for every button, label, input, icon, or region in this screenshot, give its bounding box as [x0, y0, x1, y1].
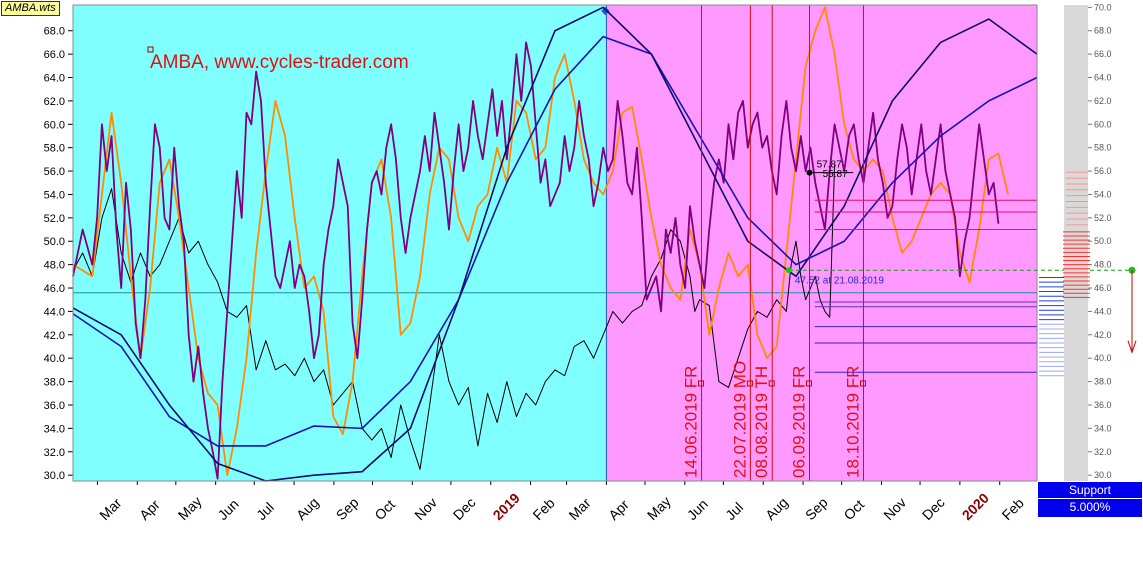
- y-tick-label: 68.0: [44, 26, 65, 38]
- marker-label-1: 57.87: [817, 160, 842, 171]
- history-region: [73, 5, 607, 481]
- x-tick-label: 2019: [490, 490, 523, 523]
- y-tick-label: 44.0: [44, 306, 65, 318]
- y-tick-label: 56.0: [44, 166, 65, 178]
- right-tick-label: 32.0: [1094, 447, 1112, 457]
- x-tick-label: Sep: [802, 494, 831, 523]
- x-tick-label: Aug: [293, 494, 322, 523]
- y-tick-label: 60.0: [44, 119, 65, 131]
- y-tick-label: 38.0: [44, 377, 65, 389]
- marker-label-2: 55.87: [823, 169, 848, 180]
- x-tick-label: Nov: [411, 494, 440, 523]
- right-tick-label: 56.0: [1094, 166, 1112, 176]
- right-tick-label: 52.0: [1094, 213, 1112, 223]
- y-tick-label: 30.0: [44, 470, 65, 482]
- right-tick-label: 58.0: [1094, 143, 1112, 153]
- cycle-date-label: 06.09.2019 FR: [789, 366, 808, 478]
- cycle-marker: [768, 380, 775, 387]
- series-line-3: [72, 35, 1038, 447]
- right-tick-label: 42.0: [1094, 330, 1112, 340]
- y-tick-label: 58.0: [44, 143, 65, 155]
- y-tick-label: 54.0: [44, 189, 65, 201]
- cycle-date-label: 22.07.2019 MO: [730, 361, 749, 478]
- x-tick-label: 2020: [959, 490, 992, 523]
- signal-dot: [785, 267, 792, 274]
- right-tick-label: 68.0: [1094, 26, 1112, 36]
- series-line-0: [72, 165, 836, 470]
- price-annotation: 47.52 at 21.08.2019: [795, 275, 884, 286]
- right-tick-label: 30.0: [1094, 470, 1112, 480]
- cycle-marker: [698, 380, 705, 387]
- title-marker: [147, 46, 154, 53]
- right-tick-label: 66.0: [1094, 49, 1112, 59]
- x-tick-label: Jul: [253, 499, 277, 523]
- series-line-1: [72, 6, 1009, 477]
- y-tick-label: 50.0: [44, 236, 65, 248]
- signal-arrowhead: [1127, 340, 1137, 354]
- right-tick-label: 60.0: [1094, 119, 1112, 129]
- x-tick-label: Apr: [136, 496, 163, 523]
- y-tick-label: 66.0: [44, 49, 65, 61]
- right-tick-label: 62.0: [1094, 96, 1112, 106]
- x-tick-label: Mar: [565, 495, 594, 524]
- y-tick-label: 40.0: [44, 353, 65, 365]
- x-tick-label: May: [644, 493, 674, 523]
- y-tick-label: 36.0: [44, 400, 65, 412]
- right-tick-label: 64.0: [1094, 73, 1112, 83]
- right-scale-bar: [1064, 5, 1088, 481]
- x-tick-label: Jul: [722, 499, 746, 523]
- right-tick-label: 34.0: [1094, 423, 1112, 433]
- cycle-date-label: 08.08.2019 TH: [752, 366, 771, 478]
- y-tick-label: 46.0: [44, 283, 65, 295]
- x-tick-label: May: [175, 493, 205, 523]
- right-tick-label: 36.0: [1094, 400, 1112, 410]
- right-tick-label: 46.0: [1094, 283, 1112, 293]
- series-line-4: [72, 6, 1038, 482]
- x-tick-label: Apr: [605, 496, 632, 523]
- support-panel[interactable]: Support 5.000%: [1038, 482, 1142, 517]
- x-tick-label: Mar: [96, 495, 125, 524]
- forecast-region: [606, 5, 1037, 481]
- x-tick-label: Aug: [762, 494, 791, 523]
- support-value: 5.000%: [1038, 498, 1142, 515]
- right-tick-label: 48.0: [1094, 260, 1112, 270]
- x-tick-label: Feb: [999, 495, 1028, 524]
- x-tick-label: Dec: [450, 494, 479, 523]
- right-tick-label: 70.0: [1094, 2, 1112, 12]
- x-tick-label: Jun: [684, 496, 711, 523]
- chart-annotations: 14.06.2019 FR 22.07.2019 MO 08.08.2019 TH 0…: [147, 5, 1137, 481]
- cycle-marker: [805, 380, 812, 387]
- right-tick-label: 50.0: [1094, 236, 1112, 246]
- y-tick-label: 52.0: [44, 213, 65, 225]
- chart-title: AMBA, www.cycles-trader.com: [150, 52, 409, 73]
- right-tick-label: 40.0: [1094, 353, 1112, 363]
- x-tick-label: Nov: [880, 494, 909, 523]
- support-label: Support: [1068, 483, 1112, 497]
- cycle-marker: [859, 380, 866, 387]
- cycle-date-label: 14.06.2019 FR: [682, 366, 701, 478]
- y-tick-label: 48.0: [44, 260, 65, 272]
- y-tick-label: 32.0: [44, 447, 65, 459]
- x-tick-label: Sep: [333, 494, 362, 523]
- cycle-date-label: 18.10.2019 FR: [843, 366, 862, 478]
- series-line-2: [72, 41, 1000, 480]
- cycle-marker: [746, 380, 753, 387]
- x-tick-label: Feb: [529, 495, 558, 524]
- y-tick-label: 34.0: [44, 423, 65, 435]
- y-tick-label: 62.0: [44, 96, 65, 108]
- chart-series: [72, 6, 1038, 482]
- x-tick-label: Oct: [371, 496, 398, 523]
- right-tick-label: 54.0: [1094, 189, 1112, 199]
- right-scale-panel: 30.0 32.0 34.0 36.0 38.0 40.0 42.0 44.0 46.0 48.0…: [1039, 2, 1112, 481]
- right-tick-label: 38.0: [1094, 377, 1112, 387]
- x-tick-label: Dec: [919, 494, 948, 523]
- y-tick-label: 64.0: [44, 73, 65, 85]
- plot-frame: [72, 4, 1038, 482]
- x-tick-label: Jun: [214, 496, 241, 523]
- right-tick-label: 44.0: [1094, 306, 1112, 316]
- ticker-label: AMBA.wts: [1, 1, 60, 16]
- x-tick-label: Oct: [840, 496, 867, 523]
- y-tick-label: 42.0: [44, 330, 65, 342]
